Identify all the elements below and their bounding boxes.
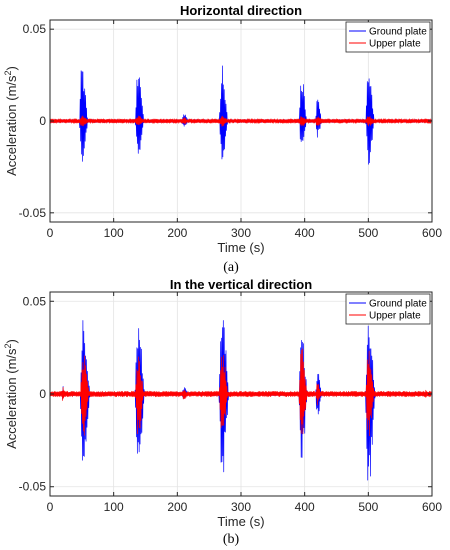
- x-tick-label: 500: [358, 500, 378, 514]
- x-tick-label: 100: [104, 500, 124, 514]
- x-tick-label: 300: [231, 500, 251, 514]
- x-tick-label: 600: [422, 226, 442, 240]
- x-tick-label: 400: [295, 226, 315, 240]
- x-tick-label: 400: [295, 500, 315, 514]
- y-tick-label: 0: [39, 114, 46, 128]
- y-tick-label: 0: [39, 387, 46, 401]
- panel-caption: (b): [223, 532, 240, 547]
- x-tick-label: 600: [422, 500, 442, 514]
- x-tick-label: 500: [358, 226, 378, 240]
- legend-entry: Upper plate: [369, 39, 421, 50]
- legend-box: [345, 21, 431, 53]
- y-axis-label: Acceleration (m/s2): [3, 66, 19, 176]
- series-trace: [50, 348, 432, 437]
- y-tick-label: 0.05: [23, 294, 47, 308]
- legend-entry: Ground plate: [369, 299, 427, 310]
- x-tick-label: 100: [104, 226, 124, 240]
- x-axis-label: Time (s): [217, 514, 264, 529]
- x-tick-label: 0: [47, 226, 54, 240]
- x-tick-label: 300: [231, 226, 251, 240]
- chart-panel-a: 0 100 200 300 400 500 600-0.0500.05Horizontal …: [3, 3, 442, 275]
- legend-entry: Ground plate: [369, 27, 427, 38]
- x-tick-label: 200: [167, 226, 187, 240]
- x-axis-label: Time (s): [217, 240, 264, 255]
- legend-box: [345, 293, 431, 325]
- x-tick-label: 0: [47, 500, 54, 514]
- chart-title: Horizontal direction: [180, 3, 302, 18]
- legend-entry: Upper plate: [369, 311, 421, 322]
- series-upper-plate: [50, 348, 432, 437]
- panel-caption: (a): [223, 260, 239, 275]
- y-axis-label: Acceleration (m/s2): [3, 339, 19, 449]
- y-tick-label: 0.05: [23, 22, 47, 36]
- y-tick-label: -0.05: [19, 480, 47, 494]
- x-tick-label: 200: [167, 500, 187, 514]
- series-trace: [50, 115, 432, 127]
- y-tick-label: -0.05: [19, 206, 47, 220]
- chart-title: In the vertical direction: [170, 277, 312, 292]
- series-upper-plate: [50, 115, 432, 127]
